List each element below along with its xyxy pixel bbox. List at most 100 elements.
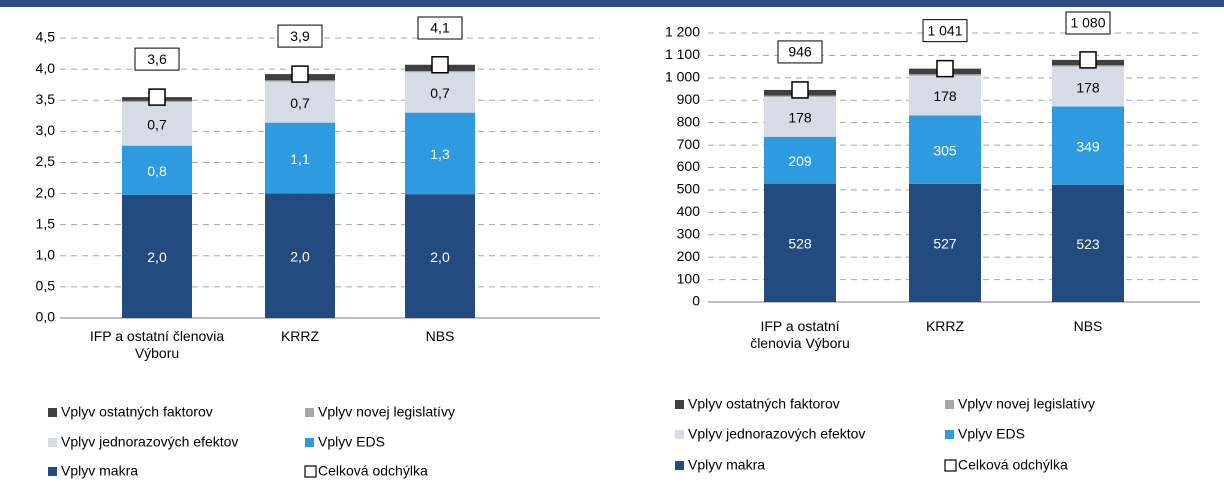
data-label: 2,0 [430, 249, 450, 265]
legend-swatch [675, 430, 684, 439]
y-tick-label: 1,0 [36, 246, 56, 262]
bar-segment [405, 72, 475, 113]
total-label: 3,6 [147, 51, 167, 67]
x-tick-label: IFP a ostatní členovia Výboru [89, 328, 225, 361]
total-marker [431, 56, 449, 74]
bar-segment [265, 193, 335, 318]
legend-swatch [48, 467, 57, 476]
legend-label: Vplyv EDS [958, 426, 1025, 442]
data-label: 305 [933, 142, 957, 158]
bar-segment [764, 96, 836, 137]
legend-swatch [945, 430, 954, 439]
data-label: 1,1 [290, 151, 310, 167]
header-band [0, 0, 1224, 7]
y-tick-label: 0 [692, 293, 700, 309]
legend-label: Vplyv makra [688, 457, 765, 473]
legend-swatch [944, 459, 957, 472]
data-label: 178 [788, 110, 812, 126]
y-tick-label: 1 100 [665, 46, 700, 62]
total-label: 3,9 [290, 28, 310, 44]
total-label-box [777, 40, 823, 64]
legend-swatch [675, 400, 684, 409]
data-label: 0,7 [147, 117, 167, 133]
data-label: 178 [933, 88, 957, 104]
legend-label: Celková odchýlka [318, 463, 428, 479]
y-tick-label: 3,0 [36, 122, 56, 138]
x-tick-label: KRRZ [280, 328, 320, 344]
legend-label: Vplyv jednorazových efektov [688, 426, 865, 442]
y-tick-label: 1,5 [36, 215, 56, 231]
data-label: 1,3 [430, 146, 450, 162]
bar-segment [405, 112, 475, 195]
bar-segment [1052, 184, 1124, 302]
y-tick-label: 2,5 [36, 153, 56, 169]
total-label-box [1065, 11, 1111, 35]
data-label: 209 [788, 153, 812, 169]
x-tick-label: NBS [1073, 318, 1103, 334]
total-marker [936, 59, 954, 78]
y-tick-label: 300 [677, 225, 701, 241]
y-tick-label: 0,0 [36, 309, 56, 325]
bar-segment [909, 183, 981, 302]
bar-segment [265, 81, 335, 123]
legend-label: Vplyv novej legislatívy [958, 396, 1095, 412]
y-tick-label: 1 000 [665, 69, 700, 85]
y-tick-label: 400 [677, 203, 701, 219]
y-tick-label: 600 [677, 158, 701, 174]
y-tick-label: 500 [677, 181, 701, 197]
data-label: 2,0 [290, 248, 310, 264]
total-marker [148, 88, 166, 106]
data-label: 527 [933, 236, 957, 252]
bar-segment [764, 183, 836, 302]
data-label: 528 [788, 236, 812, 252]
legend-label: Vplyv ostatných faktorov [688, 396, 840, 412]
bar-segment [405, 194, 475, 318]
total-label: 946 [788, 44, 812, 60]
x-tick-label: IFP a ostatní členovia Výboru [750, 318, 850, 351]
bar-segment [1052, 106, 1124, 185]
y-tick-label: 0,5 [36, 278, 56, 294]
bar-segment [122, 145, 192, 195]
total-label: 4,1 [430, 20, 450, 36]
bar-segment [1052, 66, 1124, 107]
x-tick-label: NBS [425, 328, 455, 344]
total-label-box [277, 24, 323, 48]
y-tick-label: 4,0 [36, 60, 56, 76]
total-label-box [417, 16, 463, 40]
legend-swatch [945, 400, 954, 409]
bar-segment [122, 102, 192, 146]
data-label: 0,8 [147, 163, 167, 179]
data-label: 349 [1076, 138, 1100, 154]
y-tick-label: 1 200 [665, 24, 700, 40]
legend-label: Vplyv novej legislatívy [318, 404, 455, 420]
data-label: 0,7 [290, 95, 310, 111]
legend-swatch [305, 438, 314, 447]
total-marker [291, 65, 309, 83]
data-label: 2,0 [147, 249, 167, 265]
legend-label: Vplyv makra [61, 463, 138, 479]
bar-segment [265, 122, 335, 194]
y-tick-label: 200 [677, 248, 701, 264]
y-tick-label: 2,0 [36, 184, 56, 200]
bar-segment [122, 194, 192, 318]
total-marker [791, 81, 809, 99]
legend-swatch [48, 438, 57, 447]
legend-swatch [305, 408, 314, 417]
legend-label: Vplyv jednorazových efektov [61, 434, 238, 450]
total-marker [1079, 51, 1097, 69]
legend-label: Vplyv EDS [318, 434, 385, 450]
legend-swatch [675, 461, 684, 470]
bar-segment [909, 75, 981, 116]
x-tick-label: KRRZ [925, 318, 965, 334]
data-label: 178 [1076, 79, 1100, 95]
data-label: 523 [1076, 236, 1100, 252]
legend-label: Vplyv ostatných faktorov [61, 404, 213, 420]
total-label: 1 080 [1070, 15, 1105, 31]
y-tick-label: 800 [677, 113, 701, 129]
legend-label: Celková odchýlka [958, 457, 1068, 473]
total-label: 1 041 [927, 22, 962, 38]
data-label: 0,7 [430, 85, 450, 101]
bar-segment [909, 115, 981, 184]
